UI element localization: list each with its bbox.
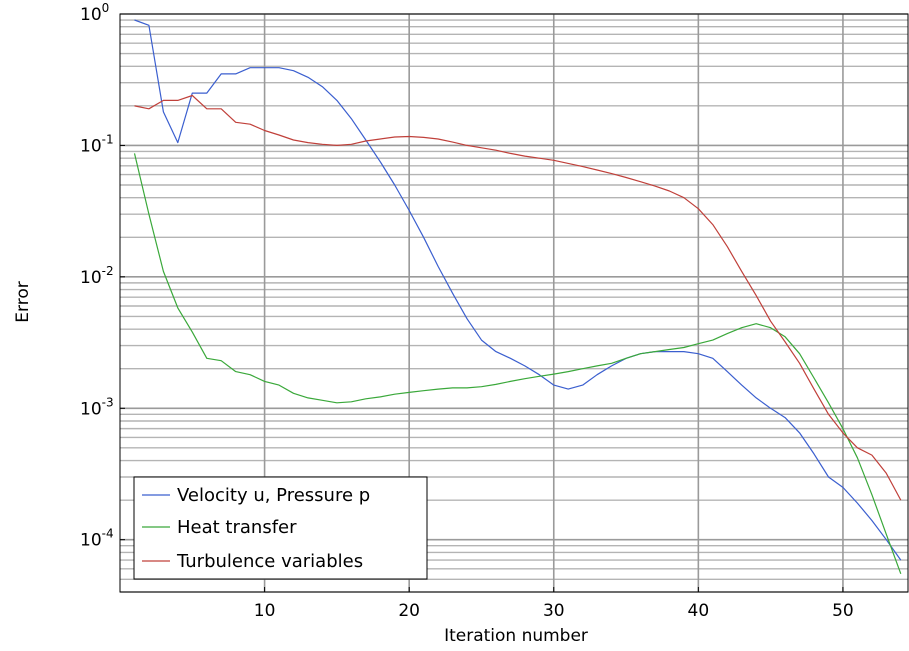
legend-label-turbulence: Turbulence variables (176, 551, 363, 572)
y-axis-label: Error (13, 281, 33, 322)
series-line-heat-transfer (133, 153, 902, 575)
y-tick-label: 10-3 (80, 395, 114, 419)
series-line-turbulence (134, 94, 902, 501)
y-tick-label: 100 (80, 1, 109, 25)
legend-label-heat: Heat transfer (177, 517, 297, 538)
x-tick-label: 20 (398, 601, 420, 621)
series-lines (133, 19, 902, 575)
x-axis-ticks: 10 20 30 40 50 (254, 587, 854, 621)
y-tick-label: 10-2 (80, 264, 114, 288)
plot-frame (119, 13, 909, 593)
legend: Velocity u, Pressure p Heat transfer Tur… (133, 476, 428, 580)
x-tick-label: 10 (254, 601, 276, 621)
y-tick-label: 10-4 (80, 527, 114, 551)
legend-box (133, 476, 428, 580)
y-tick-label: 10-1 (80, 132, 114, 156)
x-axis-label: Iteration number (444, 626, 588, 646)
y-axis-ticks: 100 10-1 10-2 10-3 10-4 (80, 1, 125, 551)
series-line-velocity (134, 19, 902, 561)
x-tick-label: 50 (832, 601, 854, 621)
legend-label-velocity: Velocity u, Pressure p (177, 485, 370, 506)
x-tick-label: 40 (688, 601, 710, 621)
x-tick-label: 30 (543, 601, 565, 621)
